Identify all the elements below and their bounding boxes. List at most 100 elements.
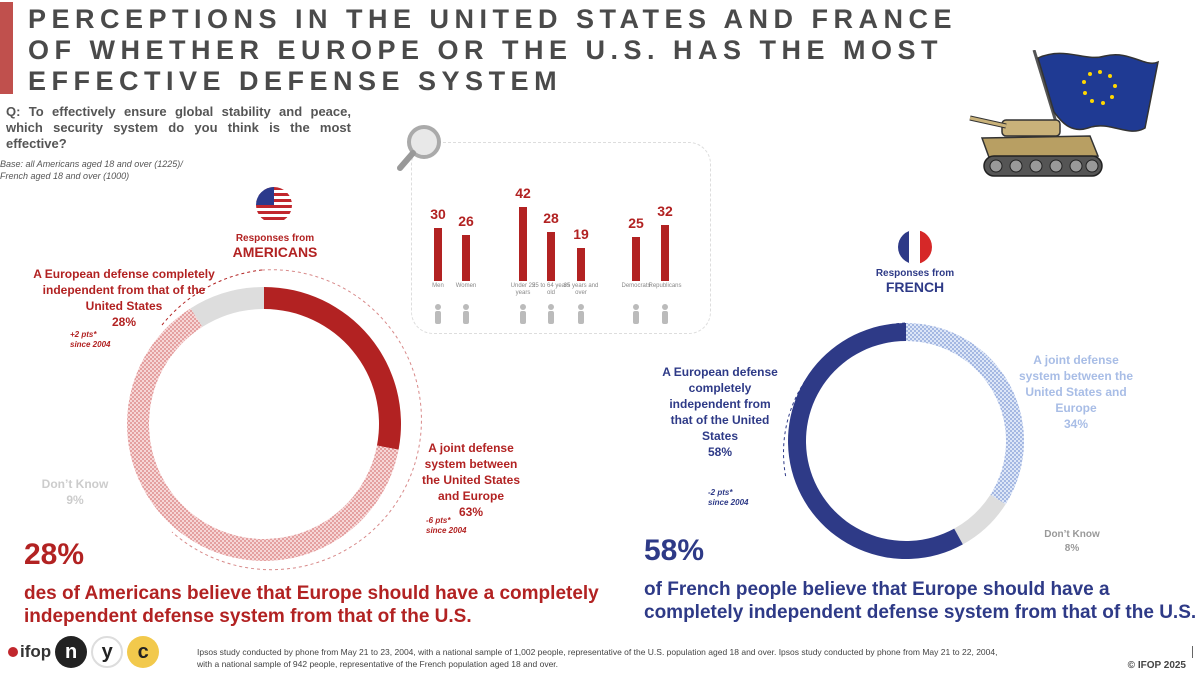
subgroup-category-3: 25 to 64 years old bbox=[531, 283, 571, 296]
fr-dk-text: Don’t Know bbox=[1044, 529, 1100, 540]
subgroup-bar-1 bbox=[462, 235, 470, 281]
fr-joint-pct: 34% bbox=[1063, 417, 1089, 431]
subgroup-value-4: 19 bbox=[573, 225, 589, 242]
ifop-logo-dot bbox=[8, 647, 18, 657]
us-dk-slice bbox=[190, 287, 264, 327]
survey-base: Base: all Americans aged 18 and over (12… bbox=[0, 158, 183, 182]
c-logo: c bbox=[127, 636, 160, 668]
us-donut-chart bbox=[127, 287, 402, 561]
fr-headline-pct: 58% bbox=[644, 534, 705, 567]
subgroup-bar-4 bbox=[577, 247, 585, 281]
fr-responses-from: Responses from bbox=[875, 268, 955, 279]
subgroup-value-5: 25 bbox=[628, 214, 644, 231]
us-responses-from: Responses from bbox=[235, 233, 315, 244]
fr-headline-text: of French people believe that Europe sho… bbox=[644, 579, 1197, 623]
subgroup-bar-6 bbox=[661, 224, 669, 281]
copyright: © IFOP 2025 bbox=[1127, 660, 1186, 671]
us-independent-note: +2 pts* since 2004 bbox=[70, 330, 110, 350]
fr-independent-label: A European defense completely independen… bbox=[660, 364, 780, 460]
subgroup-person-icon-2 bbox=[517, 303, 529, 325]
fr-dk-label: Don’t Know 8% bbox=[1022, 528, 1122, 556]
n-logo: n bbox=[55, 636, 88, 668]
page-title: PERCEPTIONS IN THE UNITED STATES AND FRA… bbox=[28, 4, 968, 97]
fr-joint-label: A joint defense system between the Unite… bbox=[1014, 352, 1138, 432]
title-line-1: PERCEPTIONS IN THE UNITED STATES AND FRA… bbox=[28, 4, 958, 34]
us-dk-text: Don’t Know bbox=[41, 477, 109, 491]
us-joint-text: A joint defense system between the Unite… bbox=[421, 441, 520, 503]
us-joint-note-1: -6 pts* bbox=[426, 516, 451, 525]
subgroup-value-2: 42 bbox=[515, 185, 531, 201]
flag-pole bbox=[1032, 50, 1058, 123]
us-independent-text: A European defense completely independen… bbox=[33, 267, 215, 313]
base-line-2: French aged 18 and over (1000) bbox=[0, 171, 130, 181]
survey-question: Q: To effectively ensure global stabilit… bbox=[6, 104, 351, 151]
subgroup-value-3: 28 bbox=[543, 209, 559, 226]
tank-flag-illustration bbox=[969, 50, 1160, 177]
tank-hull bbox=[980, 135, 1100, 161]
us-joint-note-2: since 2004 bbox=[426, 526, 467, 535]
magnifier-icon bbox=[397, 125, 441, 171]
title-line-2: OF WHETHER EUROPE OR THE U.S. HAS THE MO… bbox=[28, 35, 944, 65]
us-joint-pct: 63% bbox=[458, 505, 484, 519]
fr-dk-pct: 8% bbox=[1064, 543, 1080, 554]
fr-independent-note-2: since 2004 bbox=[708, 498, 749, 507]
subgroup-category-2: Under 25 years bbox=[510, 283, 536, 296]
fr-independent-arc-guide bbox=[783, 322, 906, 479]
us-joint-note: -6 pts* since 2004 bbox=[426, 516, 466, 536]
us-headline-pct: 28% bbox=[24, 538, 85, 571]
tank-turret bbox=[1001, 119, 1061, 137]
us-independent-slice bbox=[264, 287, 402, 450]
subgroup-bar-2 bbox=[519, 207, 527, 281]
base-line-1: Base: all Americans aged 18 and over (12… bbox=[0, 159, 183, 169]
us-dk-pct: 9% bbox=[66, 493, 84, 507]
fr-independent-note-1: -2 pts* bbox=[708, 488, 733, 497]
us-group-name: AMERICANS bbox=[232, 244, 318, 260]
title-line-3: EFFECTIVE DEFENSE SYSTEM bbox=[28, 66, 563, 96]
subgroup-person-icon-3 bbox=[545, 303, 557, 325]
subgroup-inset-panel bbox=[411, 142, 711, 334]
fr-independent-text: A European defense completely independen… bbox=[662, 365, 778, 443]
us-independent-label: A European defense completely independen… bbox=[24, 266, 224, 330]
subgroup-value-6: 32 bbox=[657, 202, 673, 219]
subgroup-category-4: 65 years and over bbox=[563, 283, 599, 296]
fr-independent-pct: 58% bbox=[707, 445, 733, 459]
y-logo: y bbox=[91, 636, 124, 668]
subgroup-value-1: 26 bbox=[458, 213, 474, 230]
subgroup-bar-0 bbox=[434, 228, 442, 281]
subgroup-category-6: Republicans bbox=[648, 283, 682, 289]
fr-joint-slice bbox=[906, 323, 1024, 505]
fr-donut-chart bbox=[787, 323, 1024, 560]
subgroup-category-5: Democrats bbox=[621, 283, 651, 289]
subgroup-bar-3 bbox=[547, 231, 555, 281]
title-accent-bar bbox=[0, 2, 13, 94]
partner-logos: ifop n y c bbox=[8, 634, 160, 670]
fr-dk-slice bbox=[954, 494, 1006, 545]
fr-independent-note: -2 pts* since 2004 bbox=[708, 488, 748, 508]
fr-independent-slice bbox=[787, 323, 963, 560]
subgroup-value-0: 30 bbox=[430, 206, 446, 223]
us-flag-icon bbox=[256, 187, 292, 223]
subgroup-person-icon-4 bbox=[575, 303, 587, 325]
ifop-logo: ifop bbox=[8, 642, 51, 662]
ifop-logo-text: ifop bbox=[20, 642, 52, 661]
subgroup-bar-5 bbox=[632, 236, 640, 281]
subgroup-person-icon-5 bbox=[630, 303, 642, 325]
eu-stars bbox=[1082, 70, 1117, 105]
us-responses-label: Responses from AMERICANS bbox=[200, 233, 350, 260]
subgroup-person-icon-0 bbox=[432, 303, 444, 325]
us-headline-text: des of Americans believe that Europe sho… bbox=[24, 583, 599, 627]
us-dk-label: Don’t Know 9% bbox=[30, 476, 120, 508]
subgroup-category-0: Men bbox=[432, 283, 444, 289]
subgroup-category-1: Women bbox=[455, 283, 477, 289]
fr-responses-label: Responses from FRENCH bbox=[840, 268, 990, 295]
fr-joint-text: A joint defense system between the Unite… bbox=[1018, 353, 1134, 415]
footnote-line-1: Ipsos study conducted by phone from May … bbox=[197, 647, 998, 657]
copyright-divider bbox=[1192, 646, 1193, 658]
subgroup-person-icon-6 bbox=[659, 303, 671, 325]
methodology-footnote: Ipsos study conducted by phone from May … bbox=[197, 646, 1097, 670]
subgroup-person-icon-1 bbox=[460, 303, 472, 325]
footnote-line-2: with a national sample of 942 people, re… bbox=[197, 659, 559, 669]
us-independent-pct: 28% bbox=[111, 315, 137, 329]
us-independent-arc-guide bbox=[161, 269, 263, 326]
